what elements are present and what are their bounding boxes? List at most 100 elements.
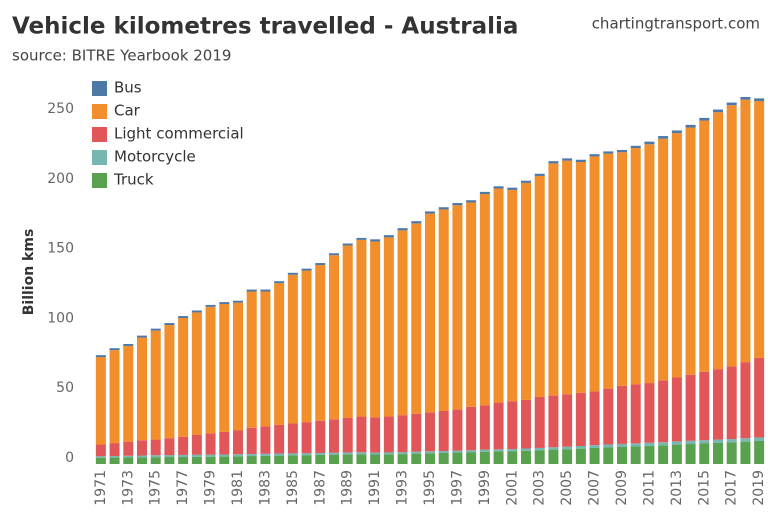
- bar-segment: [754, 440, 765, 464]
- bar-segment: [740, 99, 751, 363]
- x-tick-label: 1993: [395, 470, 411, 506]
- bar-segment: [397, 452, 408, 455]
- bar-segment: [274, 424, 285, 454]
- bar-segment: [191, 456, 202, 464]
- bar-segment: [342, 417, 353, 453]
- bar-segment: [466, 450, 477, 453]
- bar-segment: [534, 450, 545, 464]
- bar-segment: [164, 455, 175, 458]
- bar-segment: [356, 454, 367, 464]
- bar-segment: [713, 442, 723, 464]
- bar-segment: [150, 455, 161, 458]
- y-tick-label: 250: [47, 101, 74, 117]
- bar-segment: [699, 443, 710, 464]
- bar-segment: [671, 444, 682, 464]
- bar-segment: [274, 453, 285, 456]
- bar-segment: [219, 302, 230, 305]
- bar-segment: [191, 454, 202, 457]
- y-tick-label: 0: [65, 450, 74, 466]
- bar-segment: [562, 449, 573, 464]
- bar-segment: [671, 441, 682, 445]
- bar-segment: [233, 456, 243, 464]
- bar-segment: [205, 304, 216, 307]
- bar-segment: [699, 440, 710, 444]
- bar-segment: [671, 133, 682, 378]
- bar-segment: [342, 245, 353, 418]
- bar-segment: [219, 454, 230, 457]
- bar-segment: [219, 431, 230, 455]
- x-tick-label: 1977: [175, 470, 191, 506]
- bar-segment: [479, 194, 490, 406]
- bar-segment: [589, 154, 600, 157]
- bar-segment: [301, 422, 312, 454]
- bar-segment: [178, 454, 189, 458]
- x-tick-label: 2001: [504, 470, 520, 506]
- bar-segment: [726, 439, 737, 443]
- bar-segment: [438, 452, 449, 464]
- bar-segment: [123, 345, 134, 442]
- x-tick-label: 2005: [559, 470, 575, 506]
- bar-segment: [548, 447, 559, 450]
- bar-segment: [219, 456, 230, 464]
- bar-segment: [315, 420, 326, 453]
- bar-segment: [630, 145, 641, 149]
- bar-segment: [164, 323, 175, 326]
- bar-segment: [411, 223, 422, 414]
- bar-segment: [178, 318, 189, 437]
- y-tick-label: 50: [56, 380, 74, 396]
- bar-segment: [329, 452, 339, 455]
- legend-label: Truck: [113, 171, 154, 189]
- bar-segment: [109, 350, 120, 444]
- bar-segment: [342, 243, 353, 246]
- bar-segment: [493, 188, 504, 403]
- bar-segment: [699, 120, 710, 372]
- bar-segment: [658, 445, 669, 464]
- bar-segment: [452, 409, 463, 451]
- bar-segment: [123, 441, 134, 456]
- legend-label: Light commercial: [114, 125, 244, 143]
- bar-segment: [466, 200, 477, 203]
- x-tick-label: 2015: [696, 470, 712, 506]
- legend-label: Car: [114, 102, 141, 120]
- bar-segment: [233, 302, 243, 431]
- bar-segment: [562, 160, 573, 395]
- bar-segment: [685, 444, 696, 464]
- bar-segment: [740, 362, 751, 439]
- bar-segment: [617, 385, 627, 444]
- x-tick-label: 1991: [367, 470, 383, 506]
- bar-segment: [507, 189, 518, 402]
- bar-segment: [205, 306, 216, 434]
- bar-segment: [562, 446, 573, 450]
- bar-segment: [287, 274, 298, 424]
- bar-segment: [301, 453, 312, 456]
- bar-segment: [383, 416, 394, 453]
- bar-segment: [246, 427, 257, 454]
- bar-segment: [233, 430, 243, 455]
- bar-segment: [164, 438, 175, 456]
- bar-segment: [260, 453, 271, 456]
- bar-segment: [658, 442, 669, 446]
- bar-segment: [575, 445, 586, 449]
- bar-segment: [479, 405, 490, 450]
- bar-segment: [740, 96, 751, 100]
- bar-segment: [260, 426, 271, 454]
- chart-title: Vehicle kilometres travelled - Australia: [12, 14, 518, 40]
- bar-segment: [329, 454, 339, 464]
- bar-segment: [685, 124, 696, 128]
- bar-segment: [671, 130, 682, 134]
- bar-segment: [589, 447, 600, 464]
- bar-segment: [575, 448, 586, 464]
- bar-segment: [589, 156, 600, 392]
- bar-segment: [397, 230, 408, 416]
- bar-segment: [383, 237, 394, 417]
- bar-segment: [617, 446, 627, 464]
- watermark: chartingtransport.com: [592, 15, 760, 33]
- x-tick-label: 1997: [449, 470, 465, 506]
- bar-segment: [438, 410, 449, 452]
- bar-segment: [150, 328, 161, 331]
- bar-segment: [466, 202, 477, 407]
- bar-segment: [521, 182, 531, 400]
- bar-segment: [493, 451, 504, 464]
- bar-segment: [123, 457, 134, 464]
- bar-segment: [534, 175, 545, 398]
